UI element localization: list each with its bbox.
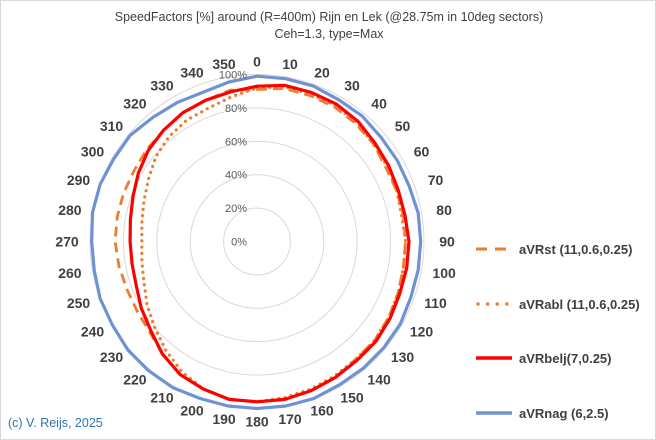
angle-label-210: 210 [150, 389, 174, 405]
angle-label-60: 60 [414, 144, 430, 160]
radial-tick-label-80%: 80% [225, 103, 247, 115]
angle-label-160: 160 [310, 403, 334, 419]
radial-tick-label-0%: 0% [231, 236, 247, 248]
angle-label-340: 340 [180, 64, 204, 80]
radial-tick-label-40%: 40% [225, 170, 247, 182]
angle-label-180: 180 [245, 414, 269, 430]
grid-ring-40% [189, 174, 325, 309]
angle-label-250: 250 [67, 295, 91, 311]
legend-label-aVRst: aVRst (11,0.6,0.25) [519, 241, 633, 257]
legend-line-sample-solid [476, 356, 512, 360]
copyright-text: (c) V. Reijs, 2025 [8, 416, 103, 430]
angle-label-40: 40 [371, 96, 387, 112]
angle-label-170: 170 [278, 411, 302, 427]
radial-tick-label-100%: 100% [219, 69, 247, 81]
angle-label-130: 130 [391, 349, 415, 365]
radial-tick-label-20%: 20% [225, 203, 247, 215]
legend-label-aVRabl: aVRabl (11,0.6,0.25) [519, 296, 640, 312]
angle-label-110: 110 [424, 295, 447, 311]
angle-label-70: 70 [428, 172, 444, 188]
angle-label-350: 350 [212, 56, 236, 72]
angle-label-20: 20 [314, 64, 330, 80]
series-line-aVRbelj[interactable] [128, 83, 411, 404]
grid-ring-20% [223, 207, 291, 276]
angle-label-240: 240 [81, 324, 105, 340]
legend-line-sample-dashed [476, 247, 512, 251]
grid-ring-60% [156, 140, 358, 343]
angle-label-310: 310 [100, 118, 124, 134]
angle-label-330: 330 [150, 78, 174, 94]
angle-label-280: 280 [58, 202, 82, 218]
angle-label-140: 140 [367, 371, 391, 387]
legend-entry-aVRst[interactable]: aVRst (11,0.6,0.25) [475, 238, 632, 260]
legend-entry-aVRnag[interactable]: aVRnag (6,2.5) [475, 402, 609, 424]
legend-line-sample-dotted [476, 302, 513, 306]
legend-entry-aVRbelj[interactable]: aVRbelj(7,0.25) [475, 347, 612, 369]
angle-label-150: 150 [340, 389, 364, 405]
angle-label-270: 270 [55, 234, 79, 250]
angle-label-190: 190 [212, 411, 236, 427]
angle-label-120: 120 [410, 324, 434, 340]
angle-label-100: 100 [432, 265, 456, 281]
angle-label-80: 80 [436, 202, 452, 218]
angle-label-10: 10 [282, 56, 298, 72]
series-line-aVRnag[interactable] [90, 74, 423, 411]
angle-label-90: 90 [439, 234, 455, 250]
chart-subtitle: Ceh=1.3, type=Max [274, 27, 384, 41]
angle-label-50: 50 [395, 118, 411, 134]
angle-label-230: 230 [100, 349, 124, 365]
angle-label-260: 260 [58, 265, 82, 281]
angle-label-0: 0 [253, 54, 261, 70]
angle-label-200: 200 [180, 403, 204, 419]
chart-title: SpeedFactors [%] around (R=400m) Rijn en… [114, 10, 544, 24]
legend-line-sample-solid [476, 411, 512, 415]
angle-label-300: 300 [81, 144, 105, 160]
angle-label-290: 290 [67, 172, 91, 188]
angle-label-30: 30 [344, 78, 360, 94]
angle-label-220: 220 [123, 371, 147, 387]
grid-ring-80% [122, 107, 392, 376]
legend-label-aVRnag: aVRnag (6,2.5) [519, 405, 609, 421]
radial-tick-label-60%: 60% [225, 136, 247, 148]
legend-entry-aVRabl[interactable]: aVRabl (11,0.6,0.25) [475, 293, 640, 315]
legend-label-aVRbelj: aVRbelj(7,0.25) [519, 350, 612, 366]
angle-label-320: 320 [123, 96, 147, 112]
